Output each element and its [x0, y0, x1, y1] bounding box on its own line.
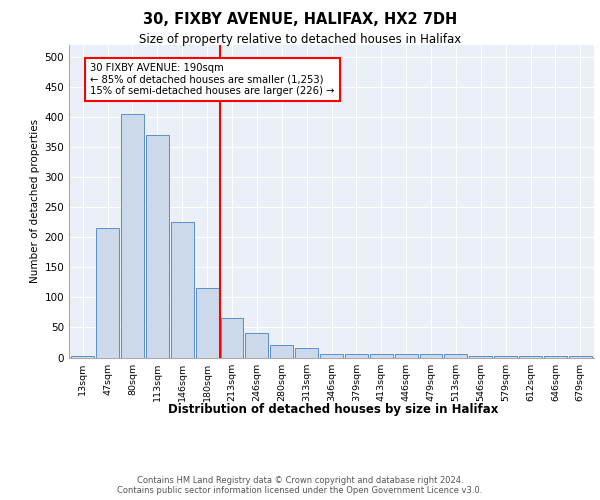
Y-axis label: Number of detached properties: Number of detached properties	[30, 119, 40, 284]
Bar	[494, 356, 517, 358]
Bar	[270, 346, 293, 358]
Bar	[196, 288, 218, 358]
Bar	[221, 318, 244, 358]
Text: 30, FIXBY AVENUE, HALIFAX, HX2 7DH: 30, FIXBY AVENUE, HALIFAX, HX2 7DH	[143, 12, 457, 28]
Text: Distribution of detached houses by size in Halifax: Distribution of detached houses by size …	[168, 402, 498, 415]
Text: Contains HM Land Registry data © Crown copyright and database right 2024.
Contai: Contains HM Land Registry data © Crown c…	[118, 476, 482, 495]
Bar	[171, 222, 194, 358]
Bar	[320, 354, 343, 358]
Text: 30 FIXBY AVENUE: 190sqm
← 85% of detached houses are smaller (1,253)
15% of semi: 30 FIXBY AVENUE: 190sqm ← 85% of detache…	[90, 63, 335, 96]
Bar	[519, 356, 542, 358]
Bar	[245, 334, 268, 357]
Bar	[121, 114, 144, 358]
Bar	[370, 354, 393, 358]
Bar	[345, 354, 368, 358]
Bar	[569, 356, 592, 358]
Bar	[419, 354, 442, 358]
Text: Size of property relative to detached houses in Halifax: Size of property relative to detached ho…	[139, 32, 461, 46]
Bar	[544, 356, 567, 358]
Bar	[469, 356, 492, 358]
Bar	[146, 135, 169, 358]
Bar	[395, 354, 418, 358]
Bar	[445, 354, 467, 358]
Bar	[295, 348, 318, 358]
Bar	[96, 228, 119, 358]
Bar	[71, 356, 94, 358]
